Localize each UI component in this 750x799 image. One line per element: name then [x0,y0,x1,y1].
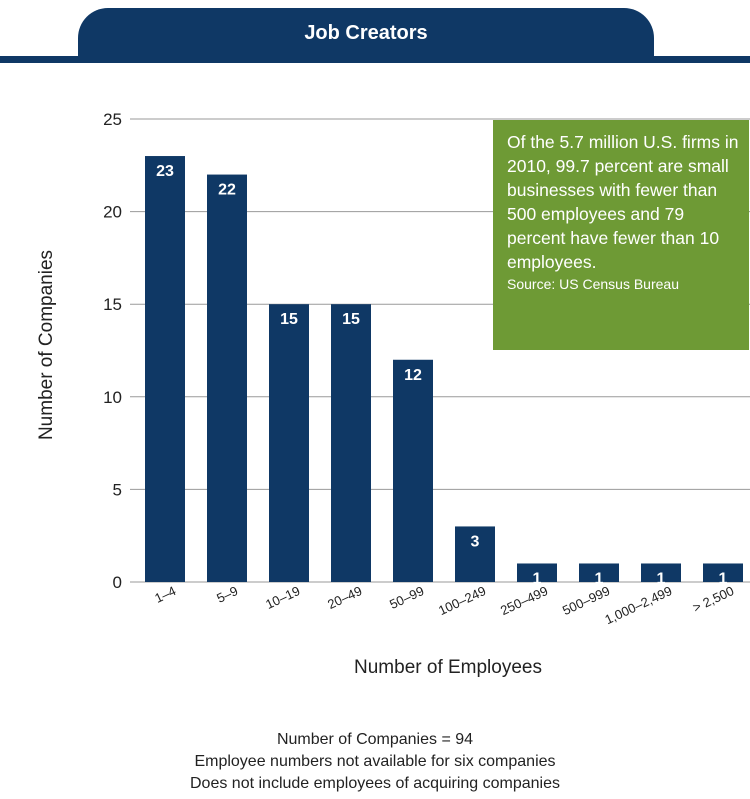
data-label: 1 [719,570,728,587]
bar [703,563,743,582]
bar [331,304,371,582]
x-tick-label: 1,000–2,499 [602,583,674,627]
data-label: 1 [533,570,542,587]
bar [145,156,185,583]
data-label: 12 [404,367,422,384]
y-tick-label: 25 [103,110,122,129]
data-label: 1 [657,570,666,587]
data-label: 1 [595,570,604,587]
x-tick-label: > 2,500 [690,583,736,615]
bar [207,174,247,582]
callout-source: Source: US Census Bureau [507,276,679,292]
x-axis-ticks: 1–4 5–9 10–19 20–49 50–99 100–249 250–499 500–9… [152,583,736,627]
x-axis-label: Number of Employees [354,657,542,678]
x-tick-label: 20–49 [325,583,364,612]
data-label: 15 [342,311,360,328]
y-tick-label: 20 [103,203,122,222]
y-tick-label: 5 [113,480,122,499]
bar [641,563,681,582]
y-tick-label: 0 [113,573,122,592]
x-tick-label: 5–9 [214,583,240,606]
bar [517,563,557,582]
header-tab: Job Creators [78,8,654,58]
footer-note-missing: Employee numbers not available for six c… [194,753,556,770]
footer-note-acquiring: Does not include employees of acquiring … [190,775,560,792]
callout-text: Of the 5.7 million U.S. firms in 2010, 9… [507,132,739,272]
data-label: 15 [280,311,298,328]
data-label: 22 [218,182,236,199]
x-tick-label: 250–499 [498,583,550,618]
chart-title: Job Creators [304,22,428,44]
bar [579,563,619,582]
data-label: 3 [471,533,480,550]
bar [455,526,495,582]
y-axis-label: Number of Companies [36,250,57,440]
bar [269,304,309,582]
y-tick-label: 10 [103,388,122,407]
bar [393,359,433,582]
y-tick-label: 15 [103,295,122,314]
bar-chart: 0 5 10 15 20 25 23 22 15 15 12 3 1 1 1 1 1–4 5–9 10–19 20… [36,110,750,678]
y-axis-ticks: 0 5 10 15 20 25 [103,110,122,592]
callout-box: Of the 5.7 million U.S. firms in 2010, 9… [493,120,749,350]
x-tick-label: 50–99 [387,583,426,612]
data-label: 23 [156,163,174,180]
x-tick-label: 1–4 [152,583,178,606]
x-tick-label: 10–19 [263,583,302,612]
footer-note-total: Number of Companies = 94 [276,731,474,748]
header-rule [0,56,750,63]
bars: 23 22 15 15 12 3 1 1 1 1 [145,156,743,587]
x-tick-label: 100–249 [436,583,488,618]
